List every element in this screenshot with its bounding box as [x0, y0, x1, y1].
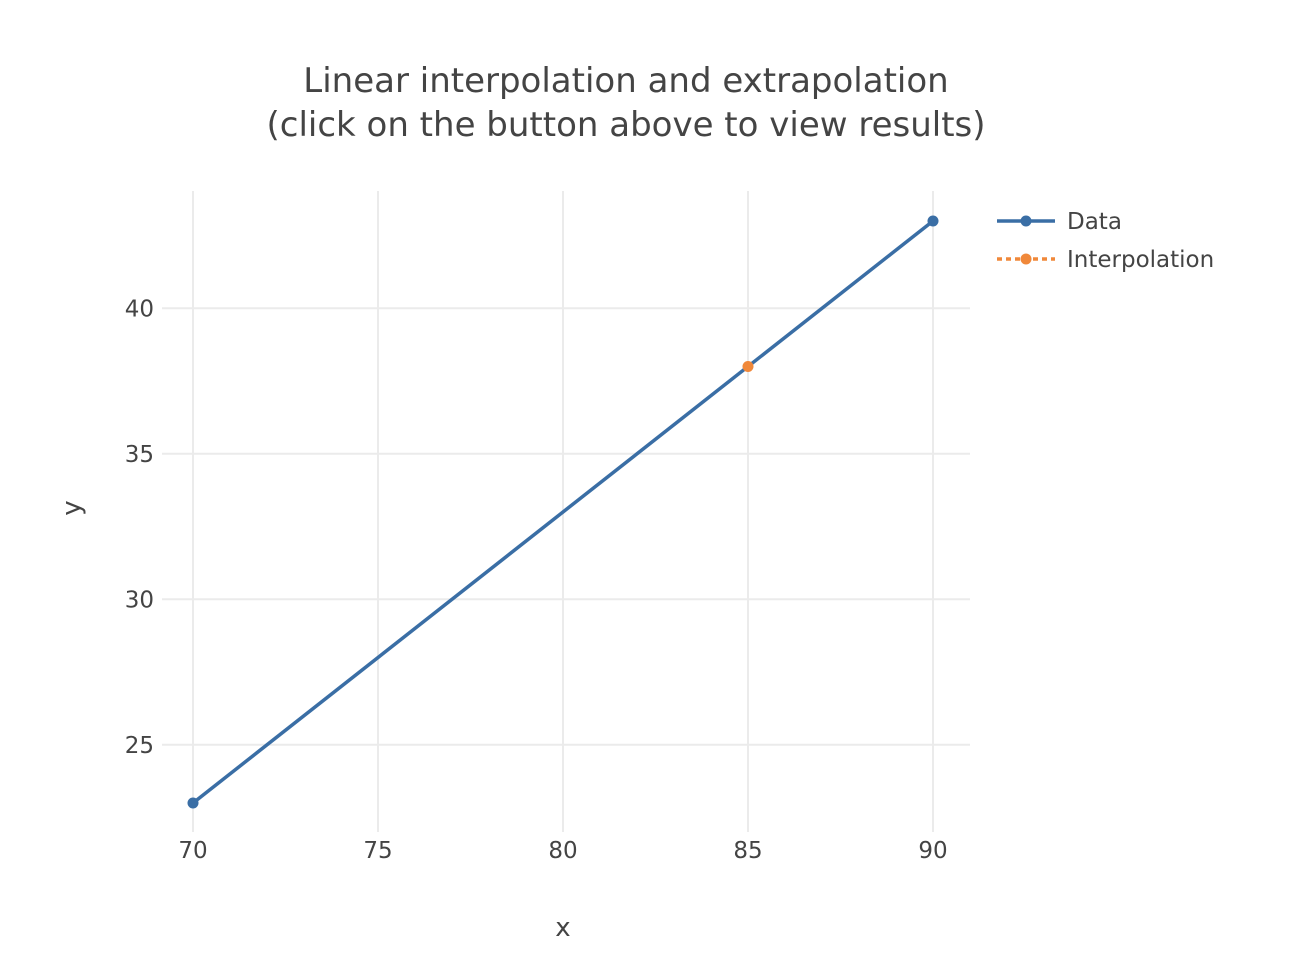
legend-label: Interpolation — [1067, 247, 1214, 273]
plot-area — [187, 215, 939, 809]
series-data — [187, 215, 939, 809]
legend-swatch-marker — [1020, 215, 1032, 227]
y-tick-label: 25 — [125, 733, 154, 759]
legend-item-data[interactable]: Data — [997, 209, 1122, 235]
x-tick-label: 90 — [918, 838, 947, 864]
y-tick-label: 35 — [125, 442, 154, 468]
chart-title-line-1: Linear interpolation and extrapolation — [303, 61, 948, 101]
tick-labels: 70 75 80 85 90 25 30 35 40 — [125, 296, 948, 864]
legend-swatch-marker — [1020, 253, 1032, 265]
chart-title-line-2: (click on the button above to view resul… — [266, 105, 985, 145]
data-point[interactable] — [187, 797, 199, 809]
x-tick-label: 80 — [548, 838, 577, 864]
grid — [162, 191, 970, 832]
y-axis-title: y — [57, 500, 87, 515]
x-tick-label: 70 — [178, 838, 207, 864]
y-tick-label: 40 — [125, 296, 154, 322]
legend[interactable]: Data Interpolation — [997, 209, 1214, 273]
y-tick-label: 30 — [125, 587, 154, 613]
legend-label: Data — [1067, 209, 1122, 235]
x-tick-label: 85 — [733, 838, 762, 864]
series-interpolation — [742, 361, 754, 372]
data-point[interactable] — [927, 215, 939, 227]
data-point[interactable] — [742, 361, 754, 372]
legend-item-interpolation[interactable]: Interpolation — [997, 247, 1214, 273]
series-line — [191, 219, 935, 805]
x-axis-title: x — [555, 913, 570, 943]
x-tick-label: 75 — [363, 838, 392, 864]
